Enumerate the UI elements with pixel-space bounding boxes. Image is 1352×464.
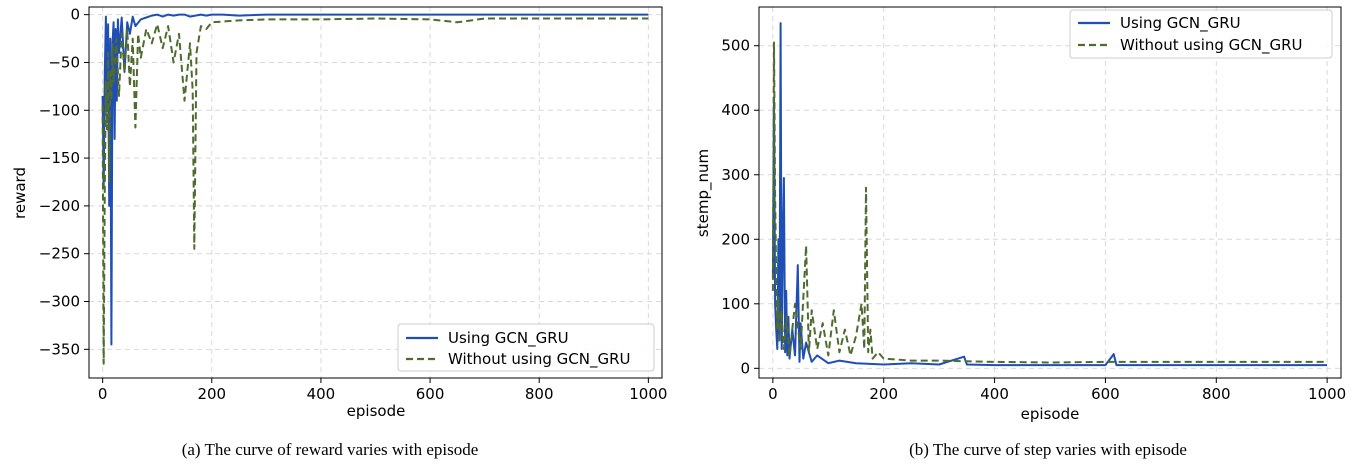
step-chart-legend: Using GCN_GRU Without using GCN_GRU [1069, 9, 1333, 59]
reward-ytick-label--50: −50 [48, 53, 80, 71]
reward-ytick-label--200: −200 [39, 197, 80, 215]
step-ytick-label-400: 400 [721, 101, 750, 119]
reward-chart: 0 200 400 600 800 1000 0 −50 −100 −150 −200 −250 −30… [11, 6, 667, 459]
reward-chart-frame [88, 6, 663, 379]
reward-ytick-label--350: −350 [39, 340, 80, 358]
step-xtick-label-800: 800 [1202, 385, 1231, 403]
step-chart-ticks: 0 200 400 600 800 1000 0 100 200 300 400 500 [721, 37, 1346, 403]
step-ytick-label-200: 200 [721, 230, 750, 248]
step-series-using-gcn-gru [771, 22, 1328, 367]
reward-chart-legend: Using GCN_GRU Without using GCN_GRU [397, 323, 655, 372]
reward-chart-ylabel: reward [11, 167, 29, 219]
step-chart-ylabel: stemp_num [694, 149, 713, 237]
reward-ytick-label--250: −250 [39, 245, 80, 263]
step-ytick-label-300: 300 [721, 166, 750, 184]
reward-series-using-gcn-gru [101, 13, 649, 346]
reward-ytick-label--300: −300 [39, 293, 80, 311]
reward-chart-ticks: 0 200 400 600 800 1000 0 −50 −100 −150 −200 −250 −30… [39, 6, 668, 403]
reward-chart-legend-label-using: Using GCN_GRU [448, 329, 569, 348]
reward-ytick-label--150: −150 [39, 149, 80, 167]
step-ytick-label-500: 500 [721, 37, 750, 55]
reward-xtick-label-200: 200 [197, 385, 226, 403]
step-ytick-label-0: 0 [740, 359, 750, 377]
reward-series-without-gcn-gru [101, 17, 649, 365]
reward-chart-caption: (a) The curve of reward varies with epis… [182, 440, 479, 459]
step-xtick-label-0: 0 [768, 385, 778, 403]
reward-chart-legend-box [397, 323, 655, 372]
step-chart-series [771, 22, 1328, 367]
reward-ytick-label--100: −100 [39, 101, 80, 119]
reward-xtick-label-400: 400 [307, 385, 336, 403]
step-ytick-label-100: 100 [721, 295, 750, 313]
reward-chart-grid [89, 7, 662, 378]
reward-chart-legend-label-without: Without using GCN_GRU [448, 350, 631, 369]
step-xtick-label-200: 200 [869, 385, 898, 403]
step-xtick-label-1000: 1000 [1308, 385, 1346, 403]
step-xtick-label-400: 400 [980, 385, 1009, 403]
step-chart-grid [759, 7, 1341, 378]
reward-chart-series [101, 13, 649, 365]
reward-xtick-label-0: 0 [98, 385, 108, 403]
reward-xtick-label-600: 600 [416, 385, 445, 403]
step-chart-frame [758, 6, 1342, 379]
step-chart-xlabel: episode [1021, 405, 1080, 423]
step-chart: 0 200 400 600 800 1000 0 100 200 300 400 500 episod… [694, 6, 1346, 459]
step-chart-legend-box [1069, 9, 1333, 59]
reward-xtick-label-800: 800 [525, 385, 554, 403]
step-chart-legend-label-without: Without using GCN_GRU [1120, 36, 1303, 55]
reward-ytick-label-0: 0 [70, 6, 80, 24]
step-series-without-gcn-gru [771, 41, 1328, 364]
step-xtick-label-600: 600 [1091, 385, 1120, 403]
reward-chart-xlabel: episode [347, 402, 406, 420]
step-chart-legend-label-using: Using GCN_GRU [1120, 14, 1241, 33]
step-chart-caption: (b) The curve of step varies with episod… [909, 440, 1187, 459]
reward-xtick-label-1000: 1000 [629, 385, 667, 403]
